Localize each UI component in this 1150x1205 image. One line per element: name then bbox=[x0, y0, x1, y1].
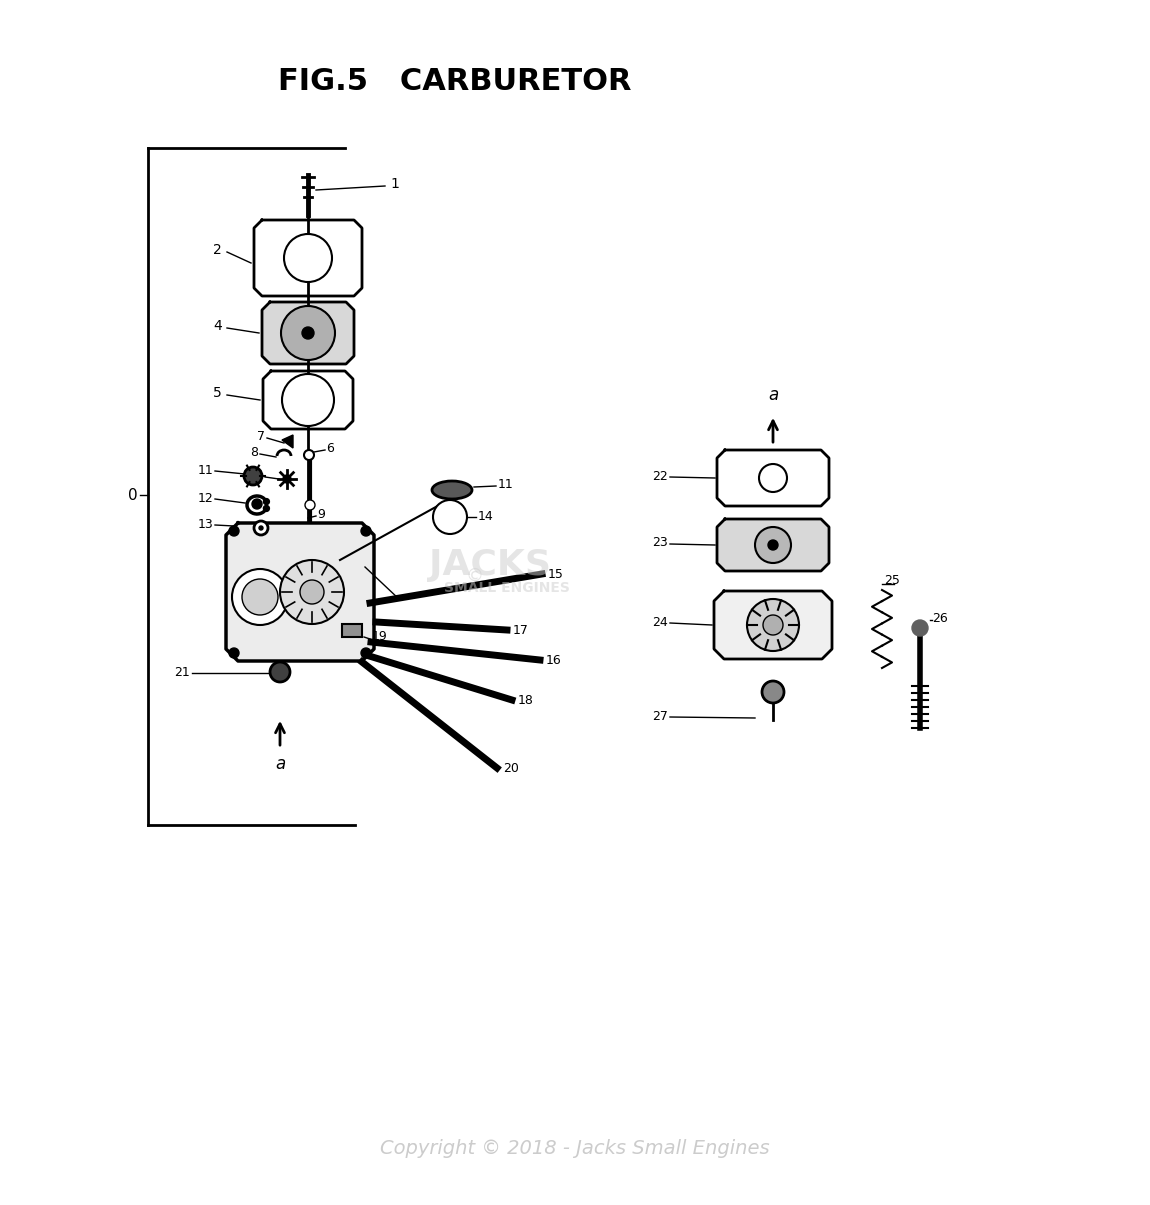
Text: 2: 2 bbox=[213, 243, 222, 257]
Circle shape bbox=[242, 578, 278, 615]
Text: 26: 26 bbox=[932, 611, 948, 624]
Text: a: a bbox=[275, 756, 285, 772]
Text: 4: 4 bbox=[213, 319, 222, 333]
Circle shape bbox=[284, 234, 332, 282]
Circle shape bbox=[270, 662, 290, 682]
Text: 21: 21 bbox=[175, 665, 190, 678]
Text: 25: 25 bbox=[884, 574, 900, 587]
Circle shape bbox=[748, 599, 799, 651]
Circle shape bbox=[361, 527, 371, 536]
Text: 15: 15 bbox=[549, 568, 564, 581]
Circle shape bbox=[759, 464, 787, 492]
Text: 13: 13 bbox=[198, 517, 213, 530]
Polygon shape bbox=[716, 519, 829, 571]
Circle shape bbox=[912, 621, 928, 636]
Circle shape bbox=[768, 540, 779, 549]
Text: ©: © bbox=[466, 568, 484, 584]
Text: 16: 16 bbox=[546, 653, 561, 666]
Text: 24: 24 bbox=[652, 616, 668, 629]
Circle shape bbox=[304, 449, 314, 460]
Circle shape bbox=[263, 505, 269, 511]
Circle shape bbox=[283, 475, 291, 483]
Circle shape bbox=[281, 306, 335, 360]
Text: 11: 11 bbox=[498, 477, 514, 490]
Text: 0: 0 bbox=[128, 488, 138, 502]
Polygon shape bbox=[714, 590, 831, 659]
Polygon shape bbox=[263, 371, 353, 429]
Text: 17: 17 bbox=[513, 623, 529, 636]
Circle shape bbox=[762, 615, 783, 635]
Circle shape bbox=[259, 527, 263, 530]
Text: Copyright © 2018 - Jacks Small Engines: Copyright © 2018 - Jacks Small Engines bbox=[381, 1139, 769, 1158]
Text: 14: 14 bbox=[478, 510, 493, 523]
Text: a: a bbox=[768, 386, 779, 404]
Text: 5: 5 bbox=[213, 386, 222, 400]
Circle shape bbox=[762, 681, 784, 703]
Text: 20: 20 bbox=[503, 762, 519, 775]
Text: 10: 10 bbox=[247, 470, 263, 482]
Polygon shape bbox=[282, 435, 293, 448]
Text: 22: 22 bbox=[652, 470, 668, 482]
Text: 1: 1 bbox=[390, 177, 399, 192]
Text: 12: 12 bbox=[198, 492, 213, 505]
Bar bbox=[342, 624, 362, 637]
Polygon shape bbox=[716, 449, 829, 506]
Text: JACKS: JACKS bbox=[429, 548, 551, 582]
Circle shape bbox=[229, 527, 239, 536]
Circle shape bbox=[302, 327, 314, 339]
Polygon shape bbox=[262, 302, 354, 364]
Text: 18: 18 bbox=[518, 694, 534, 706]
Text: 9: 9 bbox=[317, 509, 325, 522]
Text: 19: 19 bbox=[371, 630, 388, 643]
Circle shape bbox=[252, 499, 262, 509]
Circle shape bbox=[361, 648, 371, 658]
Text: SMALL ENGINES: SMALL ENGINES bbox=[444, 581, 570, 595]
Polygon shape bbox=[227, 523, 374, 662]
Circle shape bbox=[305, 500, 315, 510]
Circle shape bbox=[279, 560, 344, 624]
Text: 6: 6 bbox=[325, 442, 334, 455]
Circle shape bbox=[300, 580, 324, 604]
Polygon shape bbox=[254, 221, 362, 296]
Circle shape bbox=[434, 500, 467, 534]
Ellipse shape bbox=[432, 481, 471, 499]
Text: 27: 27 bbox=[652, 710, 668, 723]
Circle shape bbox=[263, 499, 269, 505]
Circle shape bbox=[756, 527, 791, 563]
Circle shape bbox=[229, 648, 239, 658]
Circle shape bbox=[282, 374, 334, 427]
Text: FIG.5   CARBURETOR: FIG.5 CARBURETOR bbox=[278, 67, 631, 96]
Circle shape bbox=[232, 569, 288, 625]
Text: 11: 11 bbox=[198, 464, 213, 476]
Text: 8: 8 bbox=[250, 447, 258, 459]
Circle shape bbox=[254, 521, 268, 535]
Text: 23: 23 bbox=[652, 536, 668, 549]
Circle shape bbox=[244, 468, 262, 484]
Text: 7: 7 bbox=[256, 430, 264, 443]
